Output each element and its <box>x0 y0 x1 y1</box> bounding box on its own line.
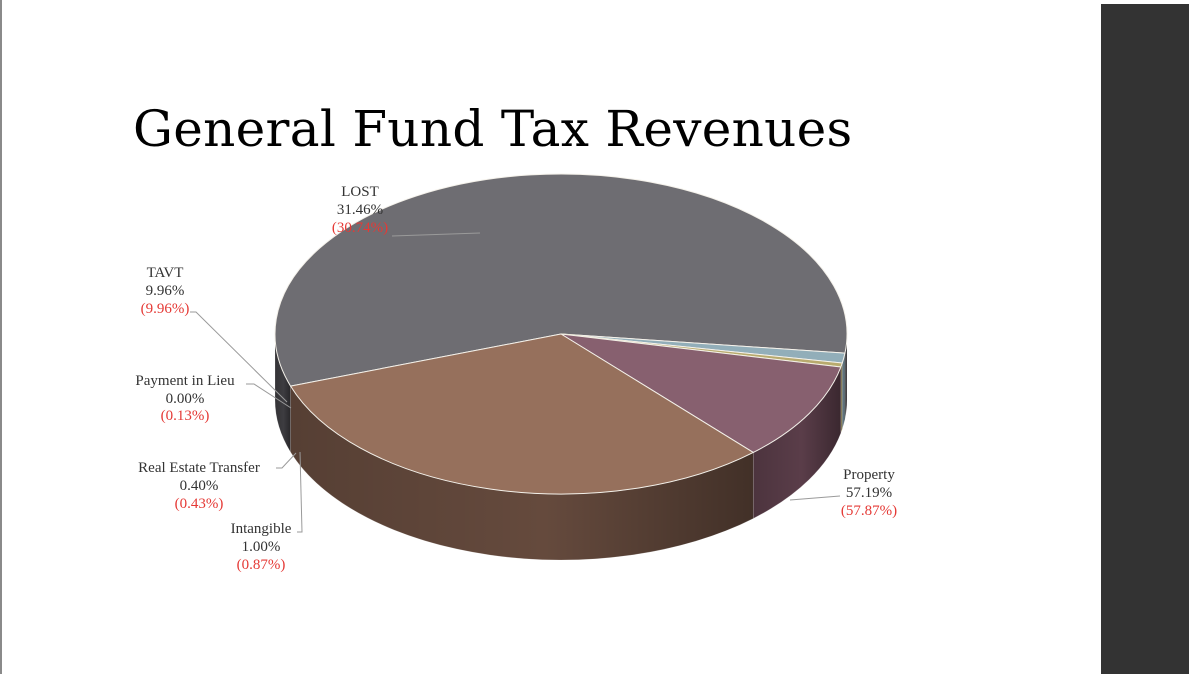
leader-line-tavt <box>190 311 288 403</box>
leader-line-property <box>789 495 841 501</box>
pie-slice-property <box>274 173 848 387</box>
label-tavt-value: 9.96% <box>146 283 185 299</box>
pie-slice-tavt <box>560 333 842 454</box>
pie-sides <box>274 333 848 561</box>
label-tavt: TAVT 9.96% (9.96%) <box>141 265 190 317</box>
label-payment-in-lieu-name: Payment in Lieu <box>135 373 235 389</box>
pie-side-shade-property-1 <box>844 334 847 420</box>
slide-left-edge <box>0 0 2 674</box>
label-payment-in-lieu: Payment in Lieu 0.00% (0.13%) <box>135 373 235 424</box>
label-lost-name: LOST <box>341 184 379 200</box>
label-property-prior: (57.87%) <box>841 503 897 519</box>
pie-side-shade-lost <box>290 386 754 560</box>
label-payment-in-lieu-prior: (0.13%) <box>161 408 210 424</box>
label-tavt-name: TAVT <box>147 265 184 281</box>
label-real-estate-transfer: Real Estate Transfer 0.40% (0.43%) <box>138 460 260 512</box>
label-real-estate-transfer-prior: (0.43%) <box>175 496 224 512</box>
label-property-value: 57.19% <box>846 485 892 501</box>
label-real-estate-transfer-name: Real Estate Transfer <box>138 460 260 476</box>
pie-tops <box>274 173 848 495</box>
pie-side-shade-property <box>275 334 291 453</box>
leader-line-real-estate-transfer <box>276 452 297 469</box>
label-intangible: Intangible 1.00% (0.87%) <box>231 521 292 573</box>
label-property-name: Property <box>843 467 895 483</box>
pie-side-shade-tavt <box>753 367 841 519</box>
slide-title: General Fund Tax Revenues <box>133 100 853 158</box>
label-lost-prior: (30.74%) <box>332 220 388 236</box>
label-lost-value: 31.46% <box>337 202 383 218</box>
label-real-estate-transfer-value: 0.40% <box>180 478 219 494</box>
slide-decoration-bar <box>1101 4 1189 674</box>
label-intangible-name: Intangible <box>231 521 292 537</box>
leader-line-payment-in-lieu <box>246 383 292 409</box>
slice-labels: LOST 31.46% (30.74%) TAVT 9.96% (9.96%) … <box>135 184 897 573</box>
label-lost: LOST 31.46% (30.74%) <box>332 184 388 236</box>
leader-lines <box>190 232 841 533</box>
pie-side-shade-real-estate-transfer <box>840 363 843 434</box>
label-intangible-prior: (0.87%) <box>237 557 286 573</box>
label-intangible-value: 1.00% <box>242 539 281 555</box>
leader-line-lost <box>391 232 481 237</box>
label-tavt-prior: (9.96%) <box>141 301 190 317</box>
label-property: Property 57.19% (57.87%) <box>841 467 897 519</box>
leader-line-intangible <box>297 451 303 533</box>
label-payment-in-lieu-value: 0.00% <box>166 391 205 407</box>
pie-side-shade-intangible <box>842 353 845 430</box>
pie-slice-lost <box>289 333 755 495</box>
